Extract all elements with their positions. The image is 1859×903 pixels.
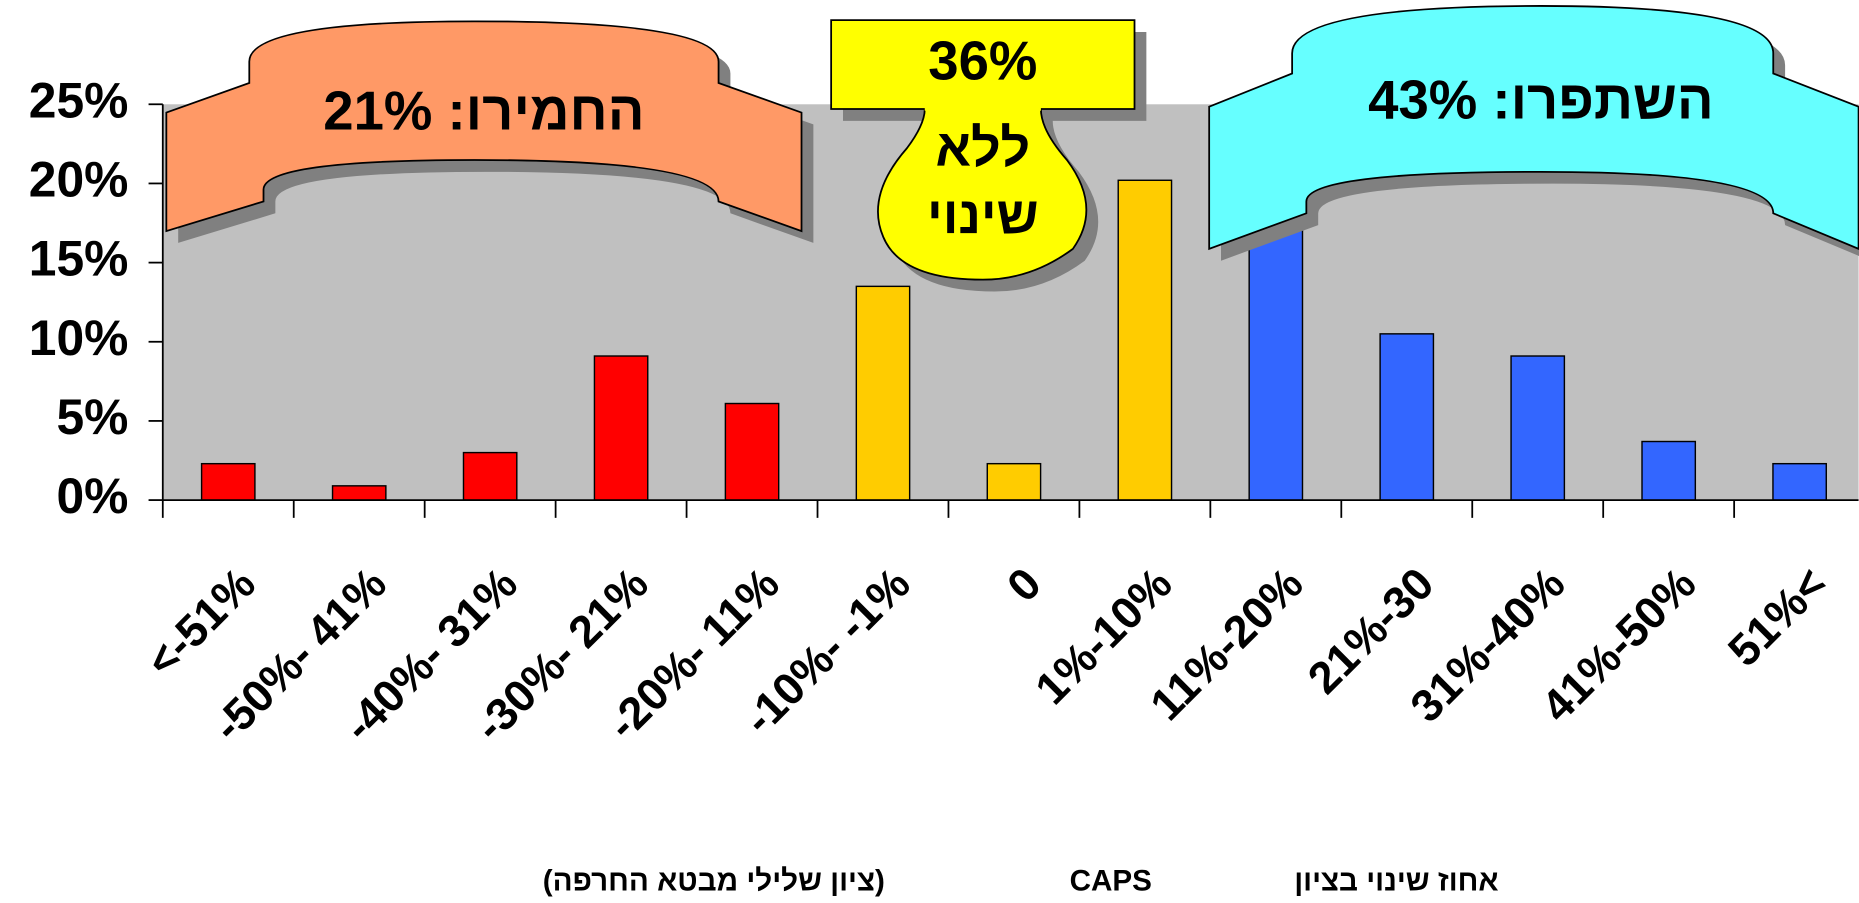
y-tick-label: 20% [29,152,129,208]
x-axis-label: CAPS [1070,865,1152,898]
x-tick-label: 51%< [1718,558,1836,676]
x-tick-label: 0 [997,558,1051,612]
unchanged-callout: 36% ללא שינוי [830,19,1147,292]
y-tick-label: 15% [29,231,129,287]
bar [1379,333,1435,501]
bar [593,355,649,501]
y-tick-label: 0% [56,468,128,524]
bars [200,179,1827,501]
y-tick-label: 5% [56,389,128,445]
unchanged-label: שינוי [927,187,1039,245]
bar [855,285,911,501]
bar [1117,179,1173,501]
bar [1641,440,1697,501]
bar [1772,462,1827,501]
unchanged-pct: 36% [928,31,1037,92]
y-tick-label: 10% [29,310,129,366]
x-axis-label: אחוז שינוי בציון [1294,865,1498,898]
bar [1248,225,1304,501]
x-tick-label: <-51% [136,558,265,687]
x-axis-label: (ציון שלילי מבטא החרפה) [543,865,885,898]
bar [1510,355,1566,501]
bar [724,402,780,501]
improved-label: השתפרו: 43% [1368,70,1714,131]
bar [462,451,518,501]
improved-banner: השתפרו: 43% [1208,5,1859,261]
bar [986,462,1042,501]
unchanged-label: ללא [935,119,1030,177]
worsened-banner: החמירו: 21% [165,20,814,243]
y-tick-label: 25% [29,72,129,128]
worsened-label: החמירו: 21% [323,80,644,141]
bar [200,462,256,501]
bar [331,485,387,501]
